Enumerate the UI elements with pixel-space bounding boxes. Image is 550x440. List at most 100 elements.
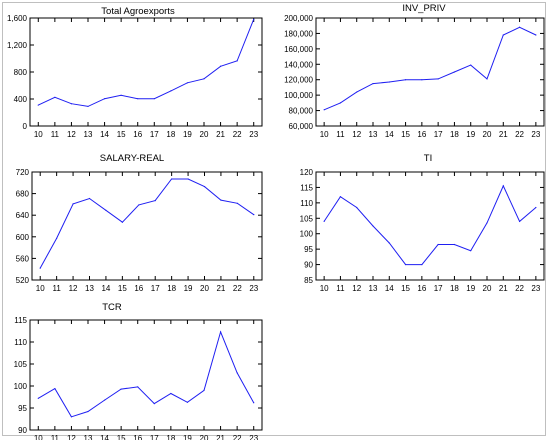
data-point <box>486 78 488 80</box>
data-point <box>170 392 172 395</box>
y-tick-label: 520 <box>16 276 30 285</box>
x-tick-label: 21 <box>499 130 508 139</box>
y-tick-label: 60,000 <box>289 122 314 131</box>
x-tick-label: 10 <box>320 284 329 293</box>
data-point <box>339 196 342 198</box>
data-point <box>87 410 89 413</box>
series-line <box>323 184 537 266</box>
y-tick-label: 95 <box>18 404 27 413</box>
y-tick-label: 680 <box>16 190 30 199</box>
data-point <box>388 242 390 244</box>
data-point <box>170 90 172 92</box>
y-tick-label: 400 <box>14 95 28 104</box>
data-point <box>87 105 89 108</box>
data-point <box>153 403 155 405</box>
data-point <box>39 267 41 269</box>
data-point <box>203 185 206 188</box>
y-tick-label: 85 <box>304 276 313 285</box>
x-tick-label: 20 <box>200 130 209 139</box>
data-point <box>535 34 537 36</box>
data-point <box>421 79 423 81</box>
data-point <box>437 243 439 246</box>
chart-panel-5: TCR 90 95 100 105 110 115 10 11 12 13 14 15 16 17 18 19 2… <box>14 302 263 440</box>
x-tick-label: 12 <box>69 284 78 293</box>
data-point <box>486 222 488 224</box>
x-tick-label: 12 <box>352 284 361 293</box>
x-tick-label: 19 <box>184 284 193 293</box>
data-point <box>70 416 73 418</box>
data-point <box>54 96 56 98</box>
x-tick-label: 22 <box>233 284 242 293</box>
x-tick-label: 13 <box>84 130 93 139</box>
x-tick-label: 11 <box>51 434 60 440</box>
x-tick-label: 16 <box>133 130 142 139</box>
y-tick-label: 115 <box>300 183 313 192</box>
y-tick-label: 140,000 <box>284 60 313 69</box>
data-point <box>372 225 374 227</box>
data-point <box>356 91 358 93</box>
chart-title: Total Agroexports <box>101 6 175 17</box>
data-point <box>236 60 238 62</box>
data-point <box>219 65 222 67</box>
x-tick-label: 18 <box>166 434 175 440</box>
x-tick-label: 23 <box>249 434 258 440</box>
y-tick-label: 100,000 <box>284 91 313 100</box>
y-tick-label: 110 <box>300 199 313 208</box>
x-tick-label: 23 <box>531 130 540 139</box>
x-tick-label: 22 <box>233 130 242 139</box>
data-point <box>186 401 189 403</box>
data-point <box>388 81 390 83</box>
x-tick-label: 15 <box>117 434 126 440</box>
data-point <box>56 237 58 240</box>
plot-area <box>315 171 545 281</box>
x-tick-label: 15 <box>401 284 410 293</box>
x-tick-label: 18 <box>450 284 459 293</box>
x-tick-label: 21 <box>216 130 225 139</box>
y-tick-label: 720 <box>16 168 30 177</box>
x-tick-label: 22 <box>233 434 242 440</box>
x-tick-label: 13 <box>84 434 93 440</box>
y-tick-label: 1,600 <box>7 14 28 23</box>
data-point <box>404 263 407 266</box>
data-point <box>437 78 439 80</box>
y-tick-label: 100 <box>14 382 28 391</box>
x-tick-label: 18 <box>166 130 175 139</box>
data-point <box>154 200 156 202</box>
series-line <box>38 330 255 418</box>
data-point <box>470 64 472 66</box>
data-point <box>253 214 255 216</box>
x-tick-label: 10 <box>34 434 43 440</box>
y-tick-label: 600 <box>16 233 30 242</box>
chart-title: TI <box>424 153 432 164</box>
y-tick-label: 800 <box>14 68 28 77</box>
y-tick-label: 1,200 <box>7 41 28 50</box>
plot-area <box>29 319 263 431</box>
y-tick-label: 95 <box>304 245 313 254</box>
x-tick-label: 18 <box>450 130 459 139</box>
x-tick-label: 21 <box>216 434 225 440</box>
chart-panel-3: SALARY-REAL 520 560 600 640 680 720 10 11 12 13 14 1… <box>16 153 263 293</box>
x-tick-label: 21 <box>216 284 225 293</box>
data-point <box>518 220 521 222</box>
y-tick-label: 120,000 <box>284 76 313 85</box>
chart-panel-2: INV_PRIV 60,000 80,000 100,000 120,000 140,00… <box>284 3 545 139</box>
chart-title: TCR <box>102 302 122 313</box>
x-tick-label: 12 <box>67 434 76 440</box>
series-line <box>323 26 537 111</box>
y-tick-label: 160,000 <box>284 45 313 54</box>
y-tick-label: 200,000 <box>284 14 313 23</box>
y-tick-label: 180,000 <box>284 29 313 38</box>
data-point <box>220 199 222 201</box>
chart-panel-1: Total Agroexports 0 400 800 1,200 1,600 10 11 12… <box>7 6 263 139</box>
data-point <box>236 202 238 204</box>
figure-frame <box>2 2 546 436</box>
x-tick-label: 22 <box>515 284 524 293</box>
data-point <box>404 79 407 81</box>
data-point <box>171 178 173 180</box>
x-tick-label: 15 <box>118 284 127 293</box>
x-tick-label: 19 <box>466 284 475 293</box>
x-tick-label: 23 <box>531 284 540 293</box>
y-tick-label: 105 <box>14 360 28 369</box>
y-tick-label: 110 <box>14 338 27 347</box>
